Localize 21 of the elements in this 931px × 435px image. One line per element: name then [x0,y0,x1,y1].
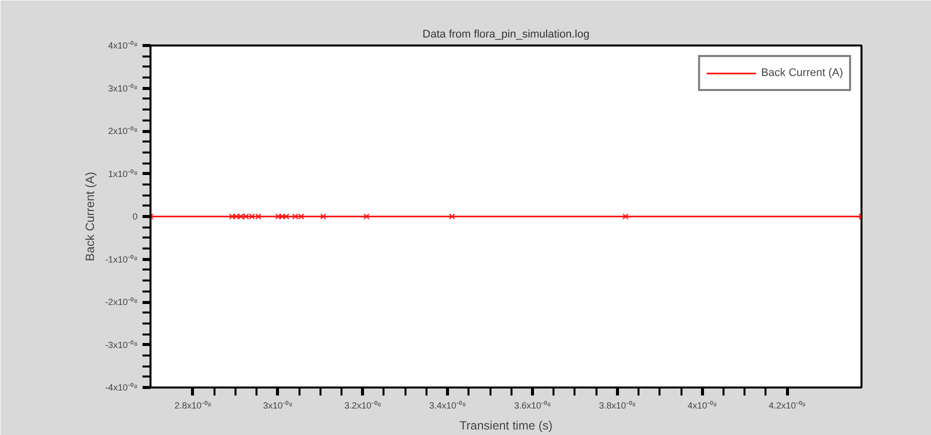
x-tick-label: 3x10⁻⁰⁸ [263,400,293,410]
y-axis-title: Back Current (A) [83,172,98,262]
x-tick-label: 4x10⁻⁰⁸ [688,400,718,410]
x-axis-title: Transient time (s) [460,418,552,432]
y-tick-label: -1x10⁻⁰⁸ [105,254,138,264]
x-tick-label: 3.8x10⁻⁰⁸ [599,400,636,410]
y-tick-label: -3x10⁻⁰⁸ [105,340,138,350]
y-tick-label: 1x10⁻⁰⁸ [108,168,138,179]
y-tick-label: -2x10⁻⁰⁸ [105,297,138,307]
y-tick-label: 4x10⁻⁰⁸ [108,40,138,50]
x-tick-label: 3.6x10⁻⁰⁸ [514,400,552,410]
y-tick-label: 3x10⁻⁰⁸ [108,83,138,94]
legend-label: Back Current (A) [761,67,843,79]
x-tick-label: 3.4x10⁻⁰⁸ [429,400,466,410]
chart-title: Data from flora_pin_simulation.log [422,28,590,40]
x-tick-label: 4.2x10⁻⁰⁸ [768,400,806,410]
x-tick-label: 2.8x10⁻⁰⁸ [174,400,212,410]
y-tick-label: -4x10⁻⁰⁸ [105,382,138,392]
y-tick-label: 0 [132,212,138,222]
x-tick-label: 3.2x10⁻⁰⁸ [344,400,382,410]
y-tick-label: 2x10⁻⁰⁸ [108,126,138,136]
